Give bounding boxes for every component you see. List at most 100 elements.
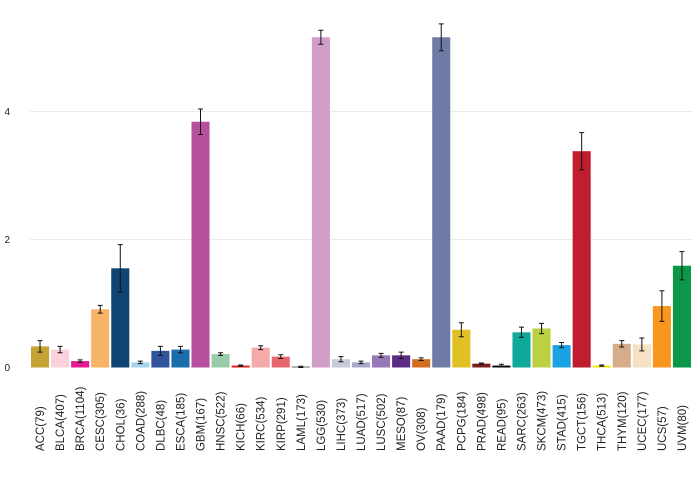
bar-LUSC(502) <box>372 355 391 368</box>
bar-GBM(167) <box>191 121 210 368</box>
bar-KIRC(534) <box>251 347 270 368</box>
x-tick-label-TGCT(156): TGCT(156) <box>577 393 589 451</box>
bar-ACC(79) <box>31 346 50 368</box>
x-tick-label-LUAD(517): LUAD(517) <box>356 393 368 451</box>
error-bar-PAAD(179) <box>438 23 444 52</box>
bar-THYM(120) <box>612 343 631 368</box>
x-tick-label-OV(308): OV(308) <box>416 407 428 451</box>
bar-STAD(415) <box>552 345 571 368</box>
error-bar-READ(95) <box>498 363 504 368</box>
x-tick-label-UVM(80): UVM(80) <box>677 405 689 451</box>
x-tick-label-BRCA(1104): BRCA(1104) <box>75 386 87 451</box>
error-bar-THCA(513) <box>599 364 605 367</box>
error-bar-ESCA(185) <box>177 345 183 354</box>
bar-UCS(57) <box>652 306 671 368</box>
x-tick-label-ACC(79): ACC(79) <box>35 406 47 451</box>
error-bar-ACC(79) <box>37 340 43 353</box>
bar-OV(308) <box>412 359 431 368</box>
x-tick-label-PCPG(184): PCPG(184) <box>456 391 468 451</box>
x-tick-label-READ(95): READ(95) <box>496 398 508 451</box>
bar-COAD(288) <box>131 362 150 368</box>
error-bar-TGCT(156) <box>579 132 585 171</box>
x-tick-label-LUSC(502): LUSC(502) <box>376 393 388 451</box>
bar-CHOL(36) <box>111 268 130 368</box>
error-bar-KIRC(534) <box>258 345 264 351</box>
bar-BLCA(407) <box>51 349 70 368</box>
bar-ESCA(185) <box>171 349 190 368</box>
bar-UCEC(177) <box>632 344 651 368</box>
error-bar-COAD(288) <box>137 360 143 365</box>
error-bar-BLCA(407) <box>57 345 63 354</box>
y-tick-label-2: 2 <box>4 235 10 246</box>
x-tick-label-KIRP(291): KIRP(291) <box>276 397 288 451</box>
error-bar-LAML(173) <box>298 365 304 368</box>
error-bar-LUSC(502) <box>378 352 384 358</box>
error-bar-THYM(120) <box>619 340 625 348</box>
x-tick-label-PAAD(179): PAAD(179) <box>436 394 448 451</box>
bar-MESO(87) <box>392 355 411 368</box>
bar-UVM(80) <box>672 265 691 368</box>
x-tick-label-COAD(288): COAD(288) <box>135 391 147 451</box>
bar-LIHC(373) <box>331 359 350 368</box>
x-tick-label-PRAD(498): PRAD(498) <box>476 392 488 451</box>
x-tick-label-LAML(173): LAML(173) <box>296 394 308 451</box>
error-bar-CESC(305) <box>97 304 103 314</box>
error-bar-LGG(530) <box>318 29 324 45</box>
y-tick-label-4: 4 <box>4 107 10 118</box>
bar-BRCA(1104) <box>71 361 90 368</box>
x-tick-label-GBM(167): GBM(167) <box>196 398 208 451</box>
bar-CESC(305) <box>91 309 110 368</box>
x-tick-label-UCEC(177): UCEC(177) <box>637 391 649 451</box>
bar-HNSC(522) <box>211 354 230 368</box>
error-bar-DLBC(48) <box>157 345 163 356</box>
error-bar-SARC(263) <box>518 326 524 338</box>
x-tick-label-THYM(120): THYM(120) <box>617 391 629 451</box>
error-bar-CHOL(36) <box>117 244 123 293</box>
bar-LGG(530) <box>311 37 330 368</box>
bar-SARC(263) <box>512 332 531 368</box>
error-bar-UCS(57) <box>659 290 665 322</box>
error-bar-PCPG(184) <box>458 322 464 338</box>
x-tick-label-DLBC(48): DLBC(48) <box>155 400 167 451</box>
x-tick-label-CESC(305): CESC(305) <box>95 392 107 451</box>
error-bar-SKCM(473) <box>539 322 545 335</box>
error-bar-LUAD(517) <box>358 360 364 365</box>
error-bar-PRAD(498) <box>478 362 484 365</box>
error-bar-KICH(66) <box>238 364 244 367</box>
bar-LUAD(517) <box>351 362 371 368</box>
bar-KIRP(291) <box>271 356 290 368</box>
bar-PCPG(184) <box>452 329 471 368</box>
error-bar-LIHC(373) <box>338 356 344 363</box>
bar-PRAD(498) <box>472 363 491 368</box>
bar-DLBC(48) <box>151 350 170 368</box>
x-tick-label-KIRC(534): KIRC(534) <box>256 397 268 451</box>
error-bar-STAD(415) <box>559 342 565 349</box>
x-tick-label-ESCA(185): ESCA(185) <box>175 393 187 451</box>
error-bar-GBM(167) <box>198 108 204 136</box>
bar-TGCT(156) <box>572 151 591 368</box>
error-bar-KIRP(291) <box>278 354 284 360</box>
error-bar-MESO(87) <box>398 351 404 360</box>
x-tick-label-UCS(57): UCS(57) <box>657 406 669 451</box>
x-tick-label-BLCA(407): BLCA(407) <box>55 394 67 451</box>
error-bar-UCEC(177) <box>639 337 645 352</box>
error-bar-HNSC(522) <box>218 352 224 356</box>
x-tick-label-THCA(513): THCA(513) <box>597 393 609 451</box>
x-tick-label-STAD(415): STAD(415) <box>557 394 569 451</box>
bar-PAAD(179) <box>432 37 451 368</box>
error-bar-OV(308) <box>418 357 424 361</box>
y-tick-label-0: 0 <box>4 363 10 374</box>
x-tick-label-LIHC(373): LIHC(373) <box>336 398 348 451</box>
x-tick-label-LGG(530): LGG(530) <box>316 400 328 451</box>
error-bar-BRCA(1104) <box>77 359 83 363</box>
x-tick-label-KICH(66): KICH(66) <box>236 403 248 451</box>
bar-SKCM(473) <box>532 328 551 368</box>
x-tick-label-HNSC(522): HNSC(522) <box>216 391 228 451</box>
x-tick-label-CHOL(36): CHOL(36) <box>115 398 127 451</box>
error-bar-UVM(80) <box>679 251 685 281</box>
x-tick-label-SKCM(473): SKCM(473) <box>537 391 549 451</box>
x-tick-label-SARC(263): SARC(263) <box>516 392 528 451</box>
x-tick-label-MESO(87): MESO(87) <box>396 397 408 451</box>
